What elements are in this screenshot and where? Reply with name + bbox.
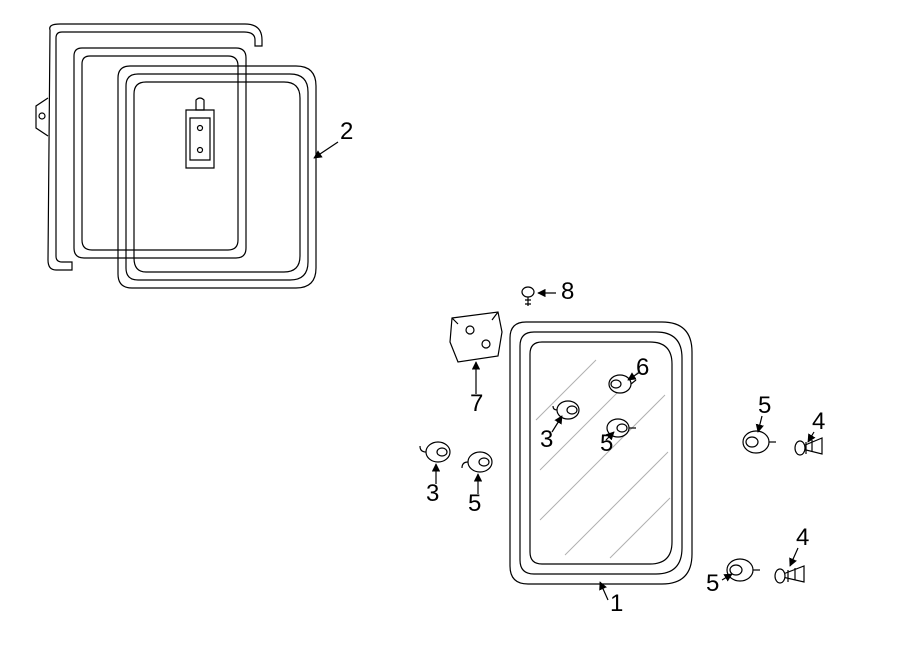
glass-clip-3 (553, 401, 579, 419)
clip-5-right (743, 431, 776, 453)
callout-3-glass: 3 (540, 428, 553, 452)
parts-diagram: 2 1 8 7 3 3 5 5 6 5 4 5 4 (0, 0, 900, 661)
bolt-part (522, 287, 534, 306)
clip-3-loose (420, 442, 450, 462)
callout-8: 8 (561, 280, 574, 304)
clip-5-loose-left (462, 452, 492, 472)
body-panel (36, 24, 262, 270)
weatherstrip (118, 66, 316, 288)
callout-1: 1 (610, 592, 623, 616)
diagram-svg (0, 0, 900, 661)
body-hinge (186, 98, 214, 168)
callout-5-glass: 5 (600, 432, 613, 456)
callout-6: 6 (636, 356, 649, 380)
stud-4-lower (775, 566, 804, 583)
callout-5-lower: 5 (706, 572, 719, 596)
callout-2: 2 (340, 120, 353, 144)
hinge-bracket-part (450, 312, 502, 362)
callout-4-lower: 4 (796, 526, 809, 550)
callout-7: 7 (470, 392, 483, 416)
callout-5-left: 5 (468, 492, 481, 516)
clip-5-lower (727, 559, 760, 581)
callout-3-left: 3 (426, 482, 439, 506)
callout-4-right: 4 (812, 410, 825, 434)
callout-5-right: 5 (758, 394, 771, 418)
